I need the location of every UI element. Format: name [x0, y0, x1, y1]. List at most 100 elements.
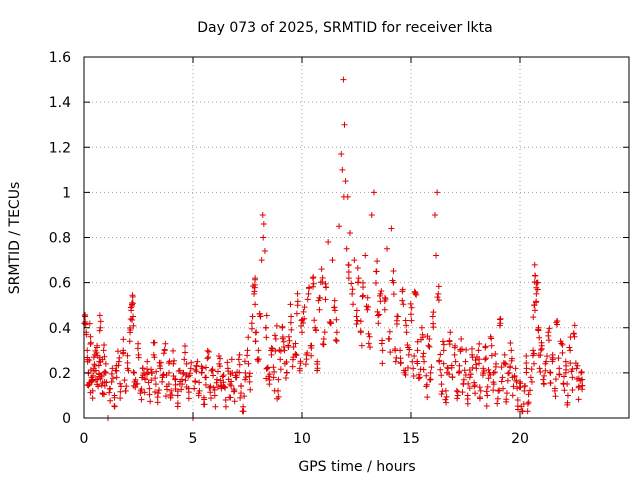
data-point [484, 383, 491, 390]
data-point [458, 346, 465, 353]
data-point [475, 347, 482, 354]
data-point [426, 376, 433, 383]
data-point [503, 390, 510, 397]
data-point [462, 372, 469, 379]
data-point [448, 362, 455, 369]
data-point [431, 211, 438, 218]
data-point [161, 346, 168, 353]
data-point [399, 288, 406, 295]
data-point [252, 329, 259, 336]
data-point [245, 360, 252, 367]
data-point [442, 396, 449, 403]
data-point [397, 347, 404, 354]
data-point [579, 382, 586, 389]
data-point [406, 346, 413, 353]
data-point [407, 300, 414, 307]
data-point [339, 166, 346, 173]
data-point [487, 371, 494, 378]
data-point [159, 378, 166, 385]
data-point [270, 364, 277, 371]
data-point [126, 338, 133, 345]
data-point [207, 383, 214, 390]
data-point [130, 322, 137, 329]
data-point [525, 391, 532, 398]
data-point [117, 380, 124, 387]
data-point [348, 280, 355, 287]
data-point [500, 359, 507, 366]
axis-ticks: 0 0.2 0.4 0.6 0.8 1 1.2 1.4 1.6 0 5 10 15 20 [49, 50, 629, 447]
data-point [316, 306, 323, 313]
data-point [402, 367, 409, 374]
data-point [146, 385, 153, 392]
data-point [86, 320, 93, 327]
data-point [96, 312, 103, 319]
data-point [321, 329, 328, 336]
data-point [359, 293, 366, 300]
data-point [98, 373, 105, 380]
data-point [129, 293, 136, 300]
data-point [85, 382, 92, 389]
data-point [279, 333, 286, 340]
data-point [410, 365, 417, 372]
data-point [530, 314, 537, 321]
data-point [271, 368, 278, 375]
data-point [536, 365, 543, 372]
data-point [408, 304, 415, 311]
data-point [549, 356, 556, 363]
data-point [138, 386, 145, 393]
data-point [547, 369, 554, 376]
data-point [120, 336, 127, 343]
data-point [260, 234, 267, 241]
data-point [355, 275, 362, 282]
data-point [482, 356, 489, 363]
data-point [204, 347, 211, 354]
data-point [490, 387, 497, 394]
data-point [168, 387, 175, 394]
data-point [89, 387, 96, 394]
data-point [331, 297, 338, 304]
data-point [408, 311, 414, 318]
data-point [310, 280, 317, 287]
data-point [122, 387, 129, 394]
data-point [102, 369, 109, 376]
y-tick-label: 0.8 [49, 231, 71, 247]
data-point [287, 301, 294, 308]
data-point [518, 403, 525, 410]
data-point [217, 355, 224, 362]
data-point [202, 374, 209, 381]
data-point [544, 353, 551, 360]
data-point [488, 342, 495, 349]
data-point [551, 385, 558, 392]
data-point [106, 389, 113, 396]
data-point [562, 369, 569, 376]
data-point [113, 367, 120, 374]
data-point [255, 347, 262, 354]
data-point [400, 301, 407, 308]
data-point [222, 396, 229, 403]
data-point [440, 347, 447, 354]
data-point [514, 385, 521, 392]
data-point [134, 380, 141, 387]
data-point [530, 347, 537, 354]
data-point [300, 319, 307, 326]
data-point [308, 352, 315, 359]
data-point [216, 363, 223, 370]
data-point [97, 324, 104, 331]
data-point [305, 290, 312, 297]
data-point [128, 307, 135, 314]
data-point [498, 378, 505, 385]
data-point [490, 369, 497, 376]
data-point [492, 363, 499, 370]
data-point [294, 290, 301, 297]
data-point [437, 366, 444, 373]
data-point [411, 352, 418, 359]
data-point [147, 398, 154, 405]
x-tick-label: 0 [80, 431, 89, 447]
data-point [414, 360, 421, 367]
data-point [345, 275, 352, 282]
data-point [366, 344, 373, 351]
data-point [244, 352, 251, 359]
data-point [221, 383, 228, 390]
data-point [443, 399, 450, 406]
